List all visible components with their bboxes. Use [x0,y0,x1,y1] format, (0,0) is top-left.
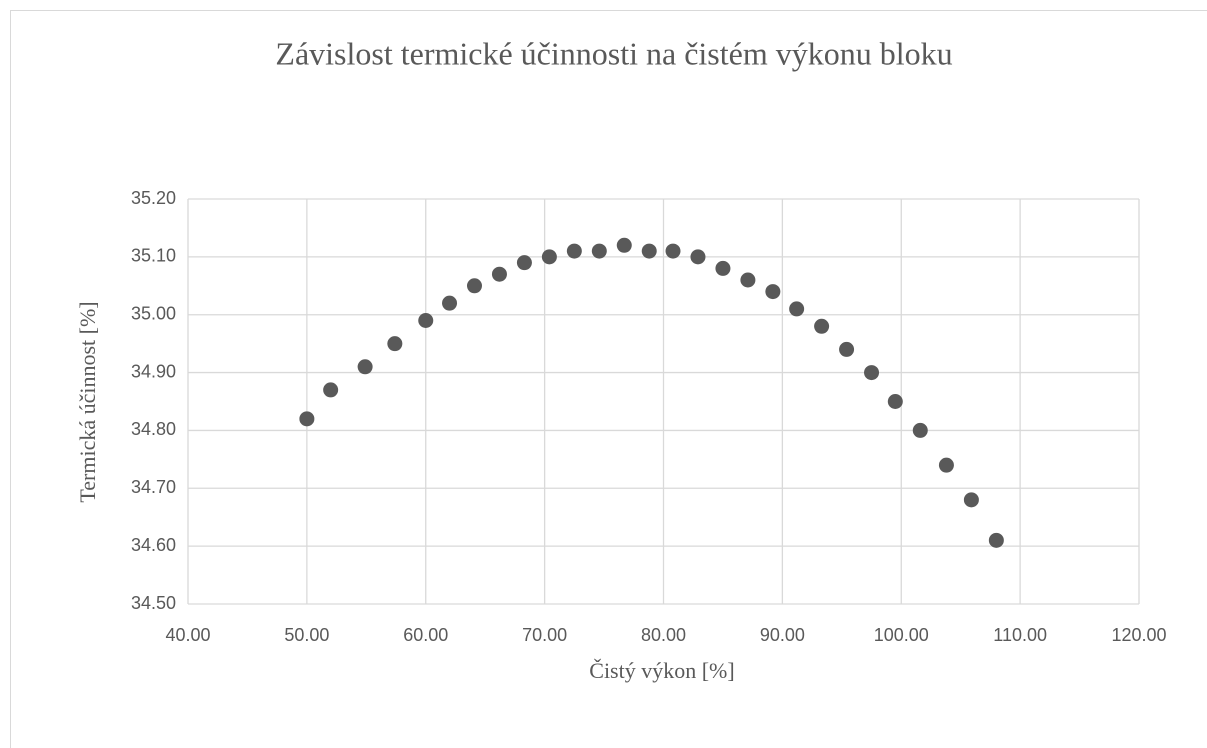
point [357,359,373,375]
y-tick-label: 34.70 [131,477,176,497]
point [864,365,880,381]
point [323,382,339,398]
y-tick-label: 34.50 [131,593,176,613]
x-tick-label: 40.00 [165,625,210,645]
point [938,457,954,473]
point [789,301,805,317]
point [442,295,458,311]
point [715,260,731,276]
x-tick-label: 110.00 [993,625,1047,645]
y-axis-label: Termická účinnost [%] [75,301,100,502]
point [418,313,434,328]
point [665,243,681,259]
x-axis-label: Čistý výkon [%] [589,658,734,683]
y-tick-label: 34.80 [131,419,176,439]
point [839,341,855,357]
point [887,394,903,409]
y-tick-label: 35.20 [131,188,176,208]
x-tick-label: 100.00 [874,625,929,645]
point [814,318,830,334]
point [387,336,403,352]
point [591,243,607,259]
y-tick-label: 34.60 [131,535,176,555]
point [541,249,557,265]
x-tick-label: 90.00 [760,625,805,645]
point [566,243,582,259]
y-tick-label: 35.00 [131,303,176,323]
point [641,243,657,259]
x-tick-label: 60.00 [403,625,448,645]
point [616,237,632,253]
point [491,266,507,282]
point [466,278,482,294]
point [516,255,532,271]
point [740,272,756,288]
y-tick-label: 35.10 [131,246,176,266]
y-tick-label: 34.90 [131,361,176,381]
chart-title: Závislost termické účinnosti na čistém v… [275,35,952,71]
point [912,422,928,438]
chart-border [10,10,1207,748]
x-tick-label: 80.00 [641,625,686,645]
x-tick-label: 120.00 [1111,625,1166,645]
point [988,532,1004,548]
point [765,284,781,300]
x-tick-label: 50.00 [284,625,329,645]
point [299,411,315,427]
point [963,492,979,508]
x-tick-label: 70.00 [522,625,567,645]
point [690,249,706,265]
